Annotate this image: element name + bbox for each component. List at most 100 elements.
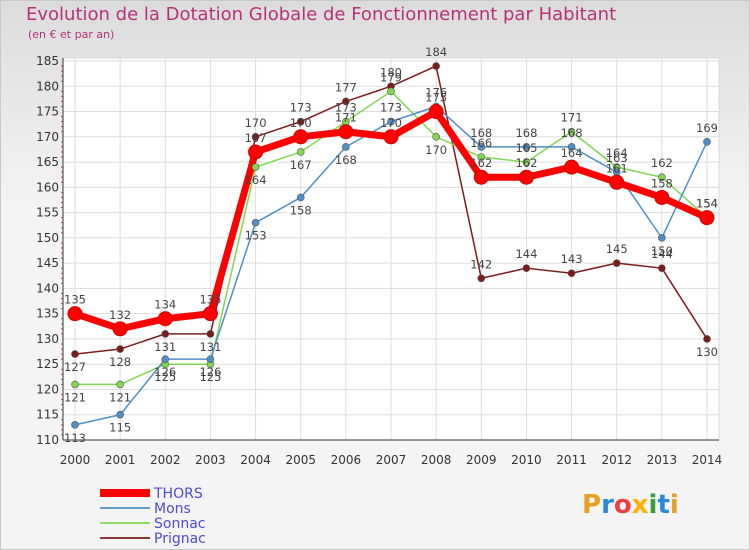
x-tick-label: 2005	[285, 453, 316, 467]
point-sonnac	[296, 148, 305, 156]
point-thors	[518, 169, 534, 185]
data-label-thors: 161	[606, 161, 628, 175]
data-label-thors: 175	[425, 91, 447, 105]
point-prignac	[612, 259, 621, 267]
point-mons	[296, 193, 305, 202]
x-tick-label: 2008	[421, 453, 452, 467]
data-label-thors: 132	[109, 308, 131, 322]
x-tick-label: 2011	[556, 453, 587, 467]
logo-letter: i	[648, 490, 658, 520]
logo-letter: x	[631, 490, 649, 520]
x-tick-label: 2009	[466, 453, 497, 467]
data-label-thors: 170	[380, 116, 402, 130]
point-prignac	[658, 264, 666, 272]
y-tick-label: 135	[36, 307, 59, 321]
point-thors	[112, 321, 128, 337]
point-mons	[658, 234, 666, 242]
x-tick-label: 2004	[240, 453, 271, 467]
data-label-prignac: 184	[425, 45, 447, 59]
data-label-sonnac: 166	[470, 136, 492, 150]
data-label-prignac: 177	[335, 80, 357, 94]
point-thors	[157, 311, 173, 327]
point-prignac	[116, 345, 124, 353]
data-label-sonnac: 154	[696, 197, 718, 211]
point-sonnac	[387, 87, 395, 96]
data-label-prignac: 127	[64, 360, 86, 374]
data-label-thors: 135	[64, 293, 86, 307]
y-tick-label: 185	[36, 54, 59, 68]
chart-subtitle: (en € et par an)	[28, 28, 115, 41]
data-label-mons: 168	[515, 126, 537, 140]
legend-label-prignac: Prignac	[154, 531, 206, 547]
data-label-prignac: 142	[470, 257, 492, 271]
legend-label-thors: THORS	[153, 486, 203, 502]
data-label-mons: 168	[335, 153, 357, 167]
data-label-sonnac: 173	[335, 101, 357, 115]
point-mons	[116, 410, 124, 419]
data-label-mons: 169	[696, 121, 718, 135]
point-mons	[71, 421, 79, 429]
y-tick-label: 120	[36, 382, 59, 396]
proxiti-logo: Proxiti	[582, 490, 679, 520]
point-sonnac	[251, 163, 260, 171]
y-tick-label: 125	[36, 357, 59, 371]
point-prignac	[477, 274, 486, 283]
x-tick-label: 2003	[195, 453, 226, 467]
logo-letter: P	[582, 490, 602, 520]
data-label-prignac: 130	[696, 345, 718, 359]
point-sonnac	[567, 127, 576, 136]
y-tick-label: 180	[36, 79, 59, 93]
data-label-sonnac: 121	[109, 390, 131, 404]
y-tick-label: 150	[36, 231, 59, 245]
x-tick-label: 2000	[60, 453, 91, 467]
point-prignac	[296, 117, 305, 126]
point-thors	[654, 189, 670, 205]
chart-title: Evolution de la Dotation Globale de Fonc…	[26, 4, 617, 25]
point-prignac	[703, 335, 711, 343]
data-label-prignac: 143	[561, 252, 583, 266]
logo-letter: o	[613, 490, 632, 520]
data-label-sonnac: 167	[290, 158, 312, 172]
point-mons	[387, 117, 395, 126]
data-label-prignac: 128	[109, 355, 131, 369]
data-label-thors: 164	[561, 146, 583, 160]
y-tick-label: 160	[36, 180, 59, 194]
x-tick-label: 2014	[692, 453, 723, 467]
x-tick-label: 2006	[331, 453, 362, 467]
point-thors	[248, 144, 264, 160]
data-label-prignac: 131	[154, 340, 176, 354]
point-thors	[202, 306, 218, 322]
point-thors	[699, 210, 715, 226]
data-label-thors: 171	[335, 111, 357, 125]
data-label-mons: 113	[64, 431, 86, 445]
data-label-mons: 176	[425, 85, 447, 99]
y-tick-label: 145	[36, 256, 59, 270]
data-label-mons: 150	[651, 244, 673, 258]
point-thors	[338, 124, 354, 140]
data-label-sonnac: 170	[425, 143, 447, 157]
point-prignac	[71, 350, 79, 358]
data-label-mons: 173	[380, 101, 402, 115]
data-label-prignac: 131	[199, 340, 221, 354]
x-tick-label: 2012	[601, 453, 632, 467]
data-label-prignac: 144	[515, 247, 537, 261]
data-label-thors: 134	[154, 298, 176, 312]
point-mons	[206, 355, 215, 363]
data-label-mons: 153	[245, 229, 267, 243]
point-mons	[477, 143, 486, 151]
data-label-sonnac: 164	[606, 146, 628, 160]
point-prignac	[161, 330, 170, 338]
data-label-sonnac: 164	[245, 173, 267, 187]
data-label-prignac: 170	[245, 116, 267, 130]
logo-letter: r	[601, 490, 614, 520]
point-prignac	[206, 330, 215, 338]
data-label-mons: 168	[561, 126, 583, 140]
data-label-sonnac: 171	[561, 111, 583, 125]
data-label-thors: 162	[515, 156, 537, 170]
y-tick-label: 165	[36, 155, 59, 169]
x-tick-label: 2010	[511, 453, 542, 467]
data-label-prignac: 180	[380, 65, 402, 79]
y-tick-label: 115	[36, 408, 59, 422]
point-mons	[342, 143, 350, 151]
data-label-mons: 168	[470, 126, 492, 140]
